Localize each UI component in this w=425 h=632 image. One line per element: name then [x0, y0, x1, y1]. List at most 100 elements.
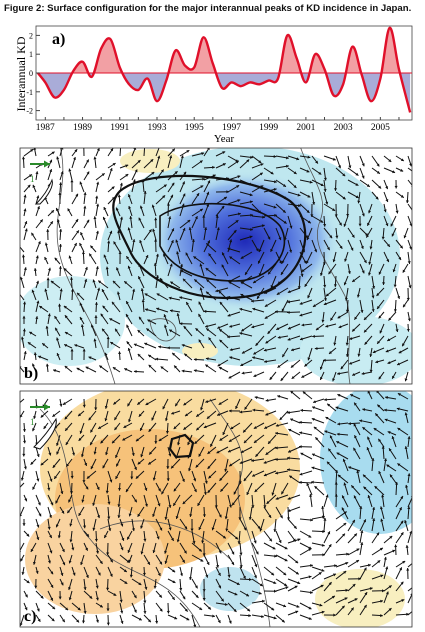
wind-vector-head [180, 263, 184, 267]
wind-vector-head [343, 522, 347, 526]
wind-vector-head [106, 608, 110, 612]
wind-vector-head [24, 221, 28, 225]
wind-vector-head [72, 452, 76, 456]
wind-vector-head [27, 342, 31, 346]
wind-vector-head [34, 585, 38, 589]
wind-vector-head [240, 293, 244, 297]
wind-vector-head [20, 414, 23, 418]
wind-vector-head [205, 357, 209, 361]
wind-vector-head [49, 514, 52, 518]
wind-vector-head [279, 417, 283, 421]
wind-vector-head [32, 486, 36, 490]
wind-vector-head [125, 489, 129, 493]
wind-vector-head [100, 313, 104, 317]
wind-vector-head [337, 422, 341, 426]
wind-vector-head [245, 271, 248, 275]
wind-vector-head [287, 300, 291, 304]
wind-vector-head [271, 492, 275, 496]
wind-vector-head [212, 174, 216, 178]
wind-vector-head [212, 165, 215, 169]
wind-vector-head [381, 494, 385, 498]
wind-vector-head [299, 472, 303, 476]
wind-vector-head [352, 328, 356, 332]
wind-vector-head [36, 195, 40, 199]
wind-vector-head [252, 307, 256, 311]
wind-vector-head [148, 428, 152, 432]
wind-vector-head [261, 614, 264, 619]
wind-vector-head [126, 256, 130, 260]
wind-vector-head [251, 325, 255, 329]
wind-vector-head [226, 177, 229, 181]
wind-vector-head [333, 342, 337, 346]
wind-vector-head [408, 285, 412, 289]
wind-vector-head [205, 268, 209, 271]
wind-vector-head [397, 427, 401, 431]
wind-vector-head [286, 517, 291, 520]
wind-vector-head [337, 474, 341, 478]
wind-vector-head [399, 245, 403, 249]
wind-vector-head [79, 316, 83, 320]
wind-vector-head [169, 155, 173, 159]
wind-vector-head [407, 473, 411, 477]
wind-vector-head [39, 219, 43, 223]
wind-vector-head [106, 552, 110, 556]
wind-vector-head [137, 354, 141, 357]
x-tick-label: 1993 [147, 123, 166, 133]
wind-vector-head [125, 174, 129, 177]
wind-vector-head [127, 549, 131, 553]
wind-vector-head [318, 572, 322, 576]
wind-vector-head [198, 339, 202, 343]
wind-vector-head [140, 288, 144, 292]
wind-vector-head [203, 492, 207, 495]
wind-vector-head [33, 352, 37, 356]
wind-vector-head [199, 607, 203, 610]
wind-vector-head [124, 368, 128, 371]
wind-vector-head [354, 598, 358, 602]
wind-vector-head [99, 365, 103, 369]
wind-vector-head [260, 163, 264, 167]
wind-vector-head [202, 514, 206, 517]
wind-vector-head [345, 354, 349, 357]
wind-vector-head [204, 480, 208, 484]
wind-vector-head [109, 479, 113, 483]
wind-vector-head [117, 194, 121, 198]
wind-vector-head [388, 159, 392, 162]
wind-vector-head [402, 343, 405, 347]
wind-vector-head [403, 304, 406, 308]
wind-vector-head [257, 295, 260, 299]
wind-vector-head [47, 313, 51, 317]
wind-vector-head [49, 169, 53, 173]
wind-vector-head [267, 330, 271, 334]
wind-vector-head [147, 619, 151, 623]
wind-vector-head [367, 436, 370, 440]
wind-vector-head [269, 376, 273, 380]
wind-vector-head [148, 461, 152, 465]
wind-vector-head [300, 452, 304, 456]
wind-vector-head [135, 438, 139, 442]
wind-vector-head [334, 214, 338, 217]
wind-vector-head [273, 589, 277, 593]
wind-vector-head [248, 614, 252, 618]
wind-vector-head [287, 468, 290, 472]
wind-vector [143, 148, 146, 157]
wind-vector-head [240, 281, 244, 285]
wind-vector-head [369, 369, 373, 373]
wind-vector-head [255, 248, 259, 252]
wind-vector [20, 366, 25, 373]
wind-vector-head [253, 540, 257, 544]
wind-vector-head [115, 475, 119, 479]
wind-vector-head [228, 439, 232, 442]
wind-vector-head [229, 256, 233, 260]
wind-vector-head [68, 499, 72, 503]
wind-vector-head [378, 271, 382, 275]
panel-b-map: 1 b) [19, 147, 413, 385]
y-tick-label: 0 [29, 69, 33, 78]
wind-vector-head [241, 350, 245, 354]
wind-vector-head [280, 271, 284, 275]
wind-vector-head [206, 203, 210, 207]
wind-vector-head [75, 193, 78, 197]
wind-vector-head [55, 207, 59, 211]
wind-vector-head [120, 610, 124, 614]
wind-vector-head [36, 454, 40, 457]
wind-vector-head [309, 180, 313, 184]
